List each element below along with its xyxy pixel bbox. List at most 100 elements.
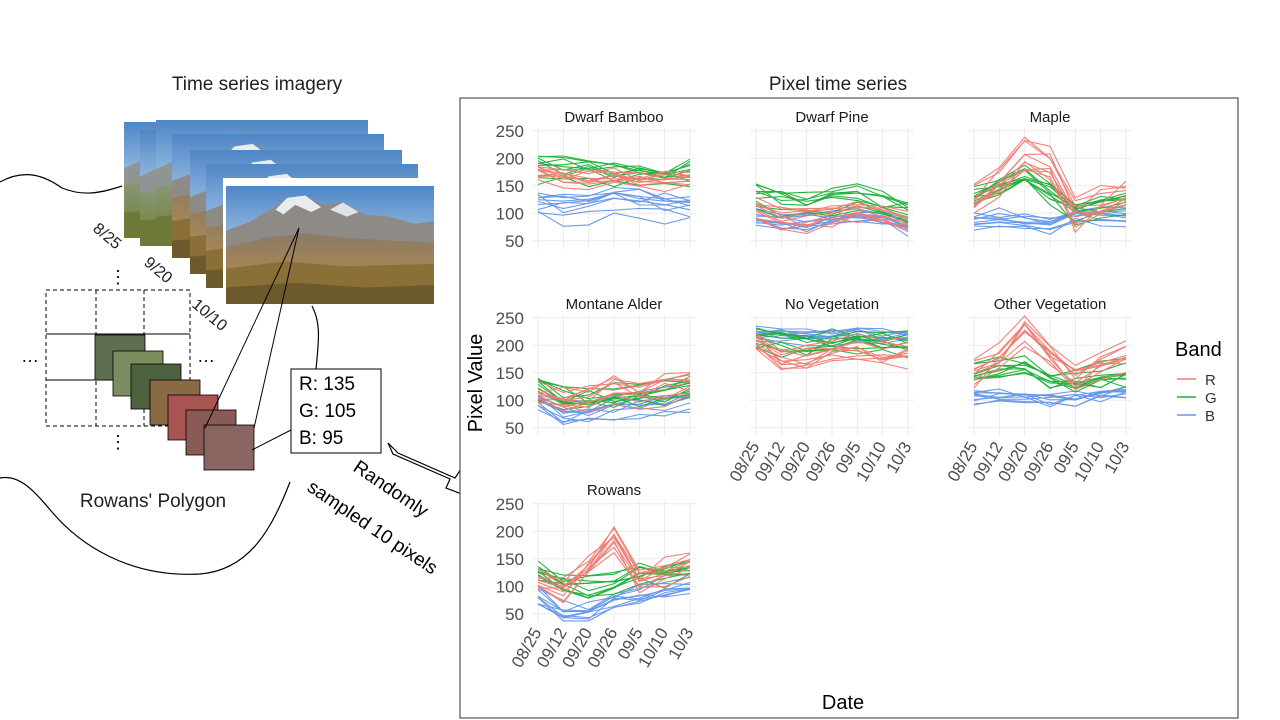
series-line-r — [973, 136, 1127, 202]
legend: Band R G B — [1175, 339, 1222, 425]
series-line-g — [537, 565, 691, 586]
series-line-b — [755, 218, 909, 231]
facet-title: Dwarf Pine — [795, 109, 868, 126]
legend-label-b: B — [1205, 408, 1215, 425]
series-line-b — [755, 329, 909, 339]
zoom-line-2 — [253, 227, 300, 429]
series-line-r — [537, 527, 691, 579]
series-line-b — [973, 392, 1127, 400]
series-line-g — [755, 205, 909, 224]
series-line-r — [537, 392, 691, 403]
grid-ellipsis-top: ⋮ — [109, 267, 127, 287]
landscape-main — [226, 186, 434, 304]
series-line-b — [537, 588, 691, 612]
y-tick-label: 150 — [496, 177, 524, 196]
series-line-g — [755, 190, 909, 204]
y-tick-label: 100 — [496, 204, 524, 223]
image-date-2: 9/20 — [140, 254, 175, 287]
series-line-r — [537, 525, 691, 587]
series-line-b — [973, 217, 1127, 236]
y-tick-label: 250 — [496, 309, 524, 328]
grid-ellipsis-bottom: ⋮ — [109, 432, 127, 452]
series-line-g — [973, 368, 1127, 389]
series-line-r — [973, 315, 1127, 367]
series-line-r — [755, 347, 909, 369]
facet-title: Rowans — [587, 482, 641, 499]
polygon-boundary-top — [0, 174, 123, 194]
value-callout-line — [251, 429, 292, 451]
series-line-r — [755, 208, 909, 222]
series-line-g — [973, 178, 1127, 207]
series-line-b — [755, 325, 909, 336]
facet-title: No Vegetation — [785, 296, 879, 313]
facet-rowans: Rowans5010015020025008/2509/1209/2009/26… — [496, 482, 698, 671]
facet-dwarf-bamboo: Dwarf Bamboo 50 100 150 200 250 — [496, 109, 696, 251]
series-line-b — [973, 218, 1127, 231]
y-tick-label: 50 — [505, 419, 524, 438]
y-tick-label: 200 — [496, 522, 524, 541]
y-tick-label: 250 — [496, 122, 524, 141]
image-date-1: 8/25 — [89, 220, 124, 253]
y-tick-label: 200 — [496, 336, 524, 355]
series-line-b — [537, 583, 691, 613]
series-line-g — [537, 158, 691, 175]
facet-title: Dwarf Bamboo — [564, 109, 663, 126]
series-line-r — [537, 536, 691, 584]
series-line-r — [973, 346, 1127, 391]
series-line-g — [755, 328, 909, 344]
series-line-b — [537, 409, 691, 423]
series-line-b — [537, 592, 691, 618]
series-line-r — [755, 204, 909, 213]
series-line-r — [537, 179, 691, 193]
series-line-g — [973, 362, 1127, 389]
y-tick-label: 250 — [496, 495, 524, 514]
series-line-g — [537, 559, 691, 583]
series-line-r — [537, 371, 691, 394]
y-tick-label: 150 — [496, 550, 524, 569]
y-tick-label: 50 — [505, 232, 524, 251]
series-line-b — [537, 588, 691, 619]
imagery-title: Time series imagery — [172, 74, 343, 95]
series-line-r — [537, 169, 691, 179]
series-line-b — [537, 192, 690, 203]
series-line-b — [537, 210, 691, 227]
series-line-r — [755, 343, 909, 370]
series-line-r — [537, 533, 691, 589]
series-line-r — [755, 333, 909, 365]
series-line-g — [755, 183, 909, 209]
series-line-g — [973, 178, 1127, 210]
legend-label-g: G — [1205, 390, 1217, 407]
series-line-g — [537, 383, 691, 408]
polygon-boundary-right — [311, 305, 320, 371]
series-line-r — [537, 551, 691, 603]
facet-montane-alder: Montane Alder 50 100 150 200 250 — [496, 296, 696, 438]
legend-label-r: R — [1205, 372, 1216, 389]
facet-dwarf-pine: Dwarf Pine — [750, 109, 914, 249]
series-line-b — [537, 194, 691, 214]
y-tick-label: 100 — [496, 577, 524, 596]
facet-title: Other Vegetation — [994, 296, 1107, 313]
zoom-line-1 — [204, 227, 300, 429]
series-line-b — [973, 389, 1127, 401]
series-line-r — [537, 169, 691, 185]
series-line-g — [973, 179, 1127, 213]
series-line-r — [537, 381, 691, 412]
series-line-r — [537, 394, 691, 413]
y-axis-label: Pixel Value — [465, 334, 487, 433]
series-line-r — [973, 323, 1127, 375]
pixel-value-b: B: 95 — [299, 428, 343, 449]
series-line-g — [973, 371, 1127, 389]
series-line-r — [755, 205, 909, 219]
grid-ellipsis-left: … — [21, 346, 39, 366]
pixel-patch-7 — [203, 424, 255, 471]
series-line-g — [973, 364, 1127, 386]
series-line-b — [973, 388, 1127, 406]
facet-title: Maple — [1030, 109, 1071, 126]
series-line-r — [537, 541, 691, 604]
series-line-r — [755, 332, 909, 353]
series-line-r — [973, 329, 1127, 372]
polygon-boundary-bottom — [0, 476, 291, 575]
series-line-r — [755, 213, 909, 233]
series-line-g — [755, 328, 909, 344]
pixel-value-box: R: 135 G: 105 B: 95 — [290, 368, 382, 454]
